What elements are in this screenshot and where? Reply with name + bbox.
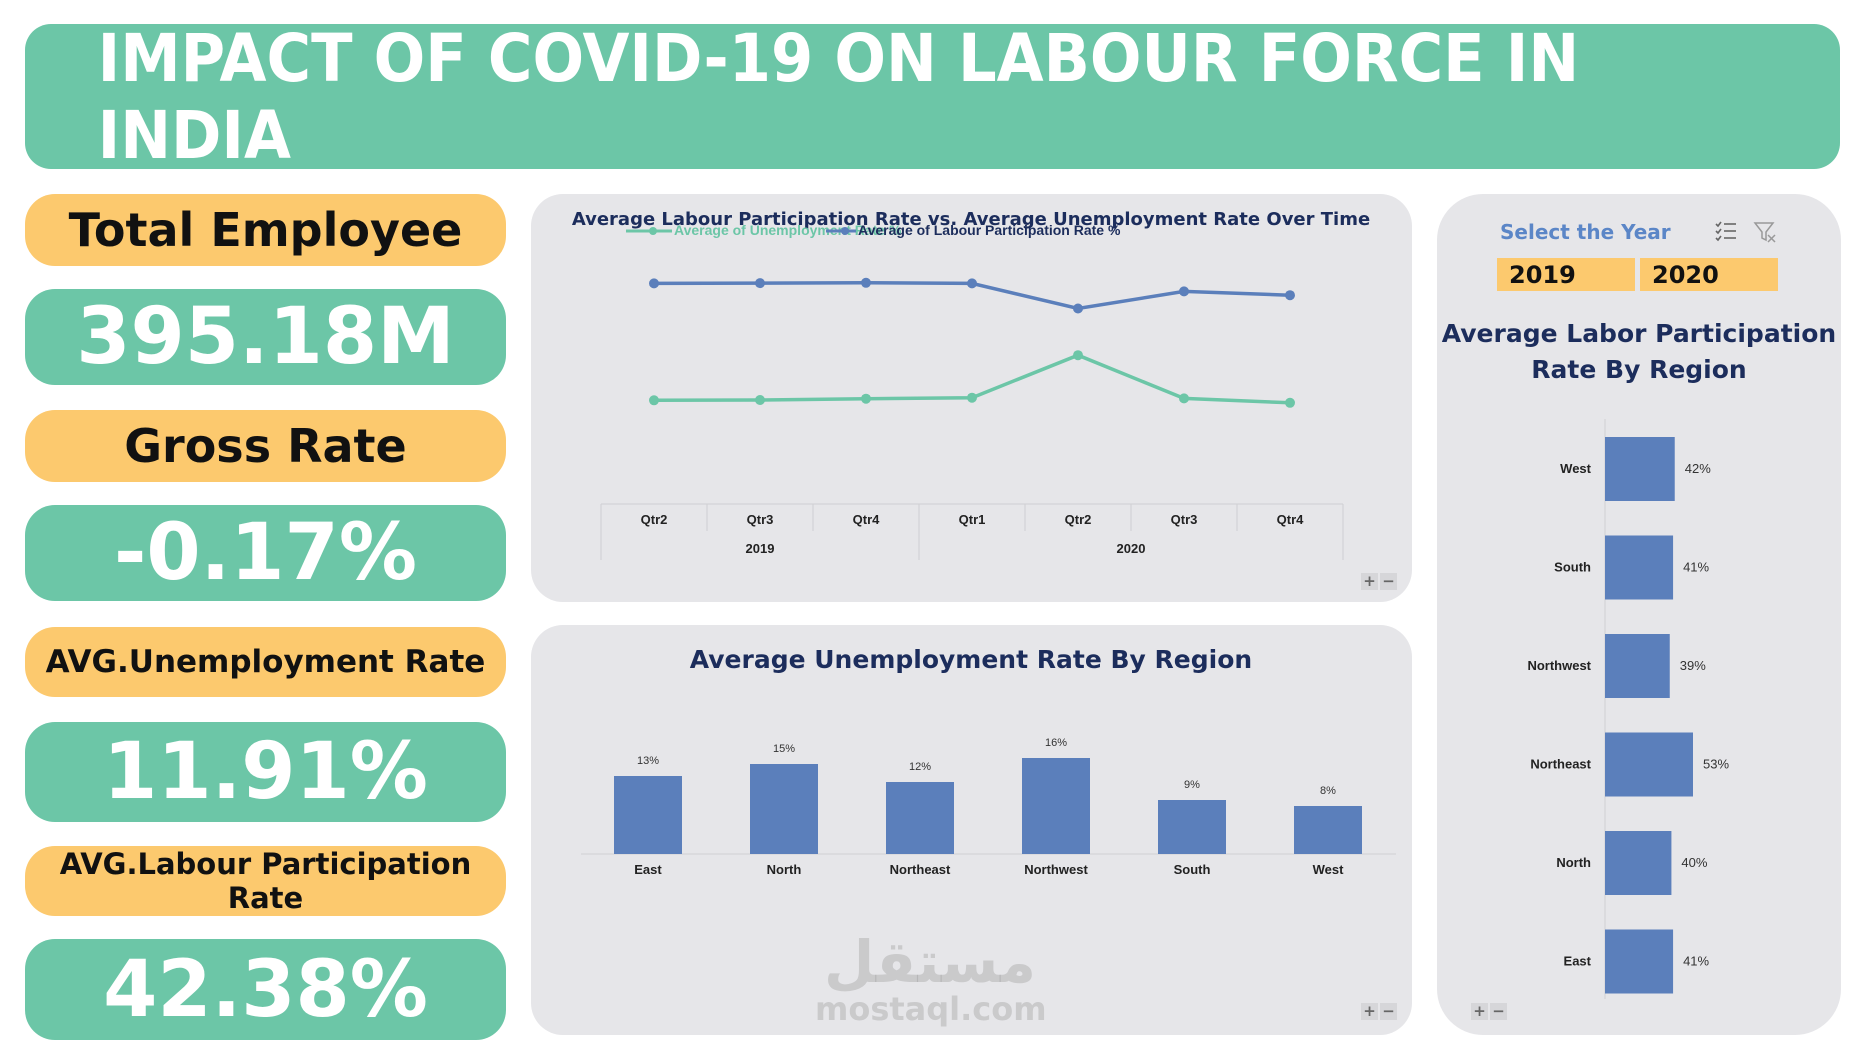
- bar: [1294, 806, 1362, 854]
- bar: [1605, 437, 1675, 501]
- data-label: 13%: [637, 755, 659, 767]
- gross-rate-label: Gross Rate: [25, 410, 506, 482]
- data-label: 16%: [1045, 737, 1067, 749]
- data-label: 8%: [1320, 785, 1336, 797]
- data-point: [1285, 290, 1295, 301]
- bar: [1605, 732, 1693, 797]
- bar: [1022, 758, 1090, 854]
- x-group-label: 2019: [746, 541, 775, 556]
- multi-select-icon[interactable]: [1714, 220, 1738, 247]
- data-point: [755, 278, 765, 289]
- avg-lpr-label: AVG.Labour Participation Rate: [25, 846, 506, 916]
- legend-marker: [841, 227, 849, 235]
- lpr-region-chart: Average Labor Participation Rate By Regio…: [1442, 319, 1836, 999]
- data-point: [1073, 350, 1083, 361]
- y-tick-label: Northwest: [1527, 658, 1591, 673]
- gross-rate-value: -0.17%: [25, 505, 506, 601]
- avg-lpr-value: 42.38%: [25, 939, 506, 1040]
- data-point: [861, 393, 871, 404]
- data-point: [755, 395, 765, 405]
- bar-chart-zoom: + −: [1361, 1003, 1397, 1020]
- x-tick-label: Northwest: [1024, 862, 1088, 877]
- x-tick-label: Qtr3: [1171, 512, 1198, 527]
- hbar-chart-title: Average Labor Participation Rate By Regio…: [1442, 319, 1836, 384]
- data-label: 12%: [909, 761, 931, 773]
- zoom-out-button[interactable]: −: [1380, 573, 1397, 590]
- bar: [1158, 800, 1226, 854]
- x-tick-label: Northeast: [890, 862, 951, 877]
- slicer-option-2019[interactable]: 2019: [1497, 258, 1635, 291]
- bar: [886, 782, 954, 854]
- line-chart-title: Average Labour Participation Rate vs. Av…: [572, 209, 1370, 230]
- x-tick-label: Qtr1: [959, 512, 986, 527]
- data-point: [1179, 393, 1189, 404]
- x-tick-label: Qtr4: [853, 512, 881, 527]
- line-chart-panel: Average Labour Participation Rate vs. Av…: [531, 194, 1412, 602]
- line-chart: Average Labour Participation Rate vs. Av…: [572, 209, 1370, 560]
- legend-label: Average of Labour Participation Rate %: [858, 222, 1121, 238]
- watermark: مستقل mostaql.com: [815, 928, 1047, 1028]
- data-point: [861, 277, 871, 288]
- x-tick-label: West: [1313, 862, 1344, 877]
- x-tick-label: Qtr2: [641, 512, 668, 527]
- zoom-in-button[interactable]: +: [1361, 573, 1378, 590]
- data-label: 41%: [1683, 560, 1709, 575]
- bar-chart-title: Average Unemployment Rate By Region: [690, 645, 1252, 674]
- bar: [1605, 634, 1670, 698]
- y-tick-label: South: [1554, 560, 1591, 575]
- data-point: [649, 395, 659, 406]
- x-tick-label: Qtr2: [1065, 512, 1092, 527]
- x-tick-label: Qtr4: [1277, 512, 1305, 527]
- data-point: [1179, 286, 1189, 297]
- zoom-in-button[interactable]: +: [1471, 1003, 1488, 1020]
- bar: [1605, 535, 1674, 600]
- data-point: [967, 278, 977, 289]
- line-chart-zoom: + −: [1361, 573, 1397, 590]
- total-employee-value: 395.18M: [25, 289, 506, 385]
- year-slicer-title: Select the Year: [1500, 220, 1671, 244]
- data-label: 42%: [1685, 461, 1711, 476]
- bar: [750, 764, 818, 854]
- x-tick-label: Qtr3: [747, 512, 774, 527]
- watermark-arabic: مستقل: [823, 928, 1037, 996]
- x-tick-label: North: [767, 862, 802, 877]
- watermark-latin: mostaql.com: [815, 990, 1047, 1028]
- x-group-label: 2020: [1117, 541, 1146, 556]
- y-tick-label: Northeast: [1530, 757, 1591, 772]
- unemployment-region-panel: Average Unemployment Rate By Region 13% Ea…: [531, 625, 1412, 1035]
- zoom-out-button[interactable]: −: [1490, 1003, 1507, 1020]
- slicer-option-2020[interactable]: 2020: [1640, 258, 1778, 291]
- y-tick-label: East: [1564, 954, 1592, 969]
- data-label: 9%: [1184, 779, 1200, 791]
- data-point: [967, 392, 977, 403]
- total-employee-label: Total Employee: [25, 194, 506, 266]
- bar: [1605, 831, 1672, 895]
- legend-marker: [649, 227, 657, 235]
- page-title: IMPACT OF COVID-19 ON LABOUR FORCE IN IN…: [97, 19, 1580, 174]
- avg-unemployment-value: 11.91%: [25, 722, 506, 822]
- data-label: 41%: [1683, 954, 1709, 969]
- clear-filter-icon[interactable]: [1753, 220, 1777, 249]
- data-point: [1073, 303, 1083, 314]
- hbar-chart-zoom: + −: [1471, 1003, 1507, 1020]
- region-lpr-panel: Average Labor Participation Rate By Regio…: [1437, 194, 1841, 1035]
- bar: [614, 776, 682, 854]
- zoom-in-button[interactable]: +: [1361, 1003, 1378, 1020]
- title-banner: IMPACT OF COVID-19 ON LABOUR FORCE IN IN…: [25, 20, 1840, 174]
- y-tick-label: North: [1556, 855, 1591, 870]
- unemployment-region-chart: Average Unemployment Rate By Region 13% Ea…: [581, 645, 1396, 877]
- avg-unemployment-label: AVG.Unemployment Rate: [25, 627, 506, 697]
- data-label: 15%: [773, 743, 795, 755]
- y-tick-label: West: [1560, 461, 1591, 476]
- zoom-out-button[interactable]: −: [1380, 1003, 1397, 1020]
- data-point: [649, 278, 659, 289]
- data-label: 40%: [1681, 855, 1707, 870]
- data-point: [1285, 397, 1295, 408]
- data-label: 53%: [1703, 757, 1729, 772]
- data-label: 39%: [1680, 658, 1706, 673]
- x-tick-label: East: [634, 862, 662, 877]
- bar: [1605, 929, 1674, 994]
- x-tick-label: South: [1174, 862, 1211, 877]
